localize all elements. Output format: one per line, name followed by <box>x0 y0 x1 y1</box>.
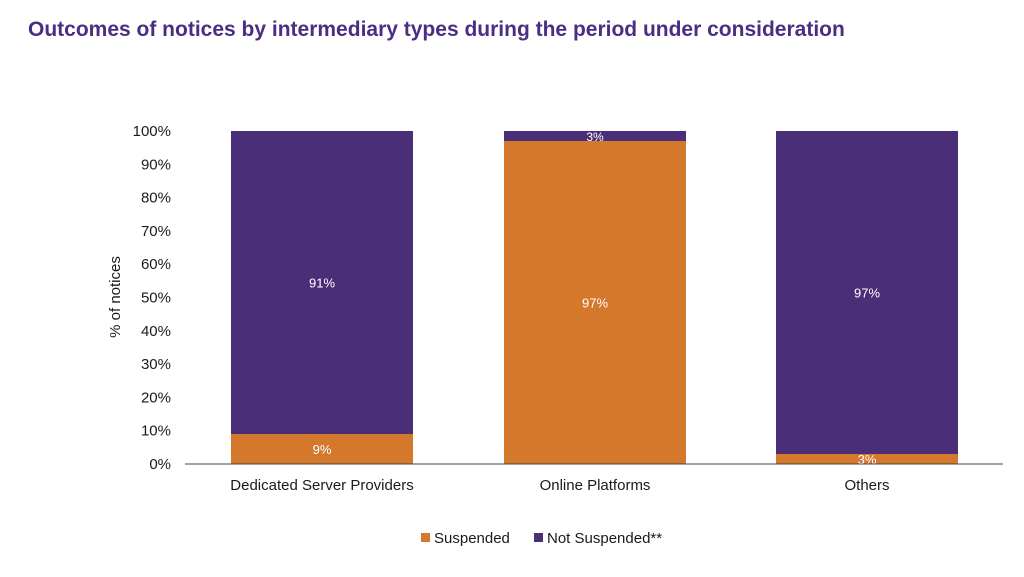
y-tick-label: 0% <box>149 456 171 473</box>
y-tick-label: 40% <box>141 323 171 340</box>
y-tick-label: 70% <box>141 223 171 240</box>
bar-segment-suspended <box>504 140 686 465</box>
x-category-label: Others <box>844 477 889 494</box>
legend-swatch <box>534 533 543 542</box>
data-label: 9% <box>313 442 332 457</box>
y-tick-label: 90% <box>141 156 171 173</box>
y-tick-label: 30% <box>141 356 171 373</box>
legend-label: Not Suspended** <box>547 530 662 547</box>
bar-segment-suspended <box>231 434 413 464</box>
x-category-label: Dedicated Server Providers <box>230 477 413 494</box>
y-tick-label: 50% <box>141 290 171 307</box>
data-label: 3% <box>858 452 877 467</box>
data-label: 97% <box>854 286 880 301</box>
y-tick-label: 20% <box>141 389 171 406</box>
data-label: 97% <box>582 295 608 310</box>
y-tick-label: 60% <box>141 256 171 273</box>
data-label: 91% <box>309 276 335 291</box>
legend-label: Suspended <box>434 530 510 547</box>
bar-segment-not-suspended <box>231 131 413 435</box>
bar-segment-not-suspended <box>504 131 686 141</box>
legend-swatch <box>421 533 430 542</box>
y-tick-label: 80% <box>141 190 171 207</box>
y-axis-label: % of notices <box>107 256 124 338</box>
chart-title: Outcomes of notices by intermediary type… <box>28 18 845 41</box>
bar-segment-not-suspended <box>776 131 958 455</box>
y-tick-label: 100% <box>133 123 171 140</box>
y-tick-label: 10% <box>141 423 171 440</box>
bar-segment-suspended <box>776 454 958 464</box>
x-category-label: Online Platforms <box>540 477 651 494</box>
data-label: 3% <box>586 130 604 144</box>
